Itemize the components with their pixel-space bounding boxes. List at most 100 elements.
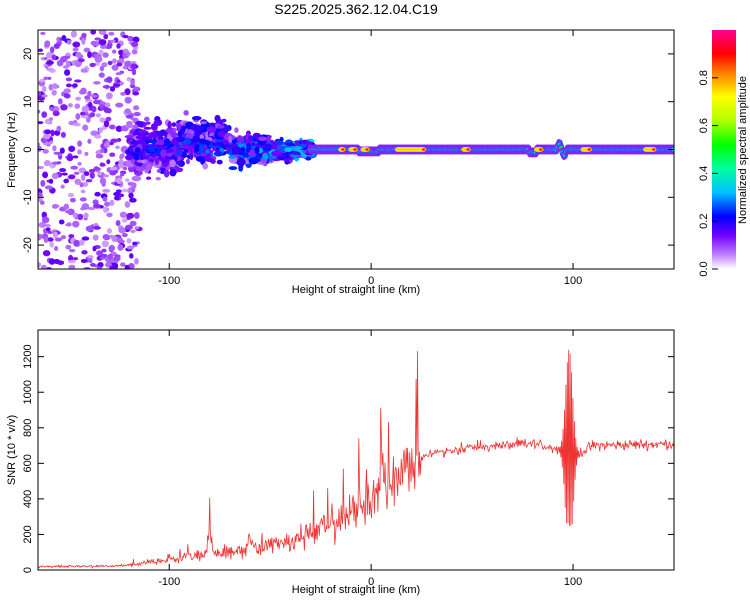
colorbar-label: Normalized spectral amplitude [737,76,749,224]
spectrogram-blob-220 [79,197,87,202]
spectrogram-blob-1385 [254,155,262,160]
snr-ytick-label-2: 400 [22,490,34,508]
spectrogram-blob-397 [69,197,76,203]
spectrogram-blob-1360 [137,129,147,134]
spectrogram-blob-178 [83,212,89,219]
spectrogram-blob-781 [143,126,152,130]
spectrogram-blob-1258 [202,162,209,170]
spectrogram-blob-354 [40,264,47,269]
spectrogram-blob-246 [68,234,75,239]
spectrogram-blob-514 [116,177,122,185]
spectrogram-blob-44 [60,184,65,189]
spectrogram-blob-110 [124,88,131,96]
spectrogram-blob-392 [77,58,85,63]
spectrogram-blob-1386 [217,131,226,137]
spectrogram-blob-49 [58,219,65,225]
spectrogram-x-ticks: -100 0 100 [158,30,582,287]
spectrogram-blob-2402 [421,148,426,151]
spectrogram-blob-157 [89,112,96,118]
spectrogram-blob-309 [124,60,132,67]
spectrogram-blob-311 [68,145,76,152]
spectrogram-blob-1353 [214,139,223,143]
spectrogram-blob-1410 [262,152,269,161]
spectrogram-blob-1240 [135,135,145,140]
spectrogram-blob-310 [38,145,42,152]
spectrogram-blob-1338 [180,125,186,131]
colorbar-tick-label-4: 0.8 [698,70,710,85]
spectrogram-blob-513 [109,199,115,206]
spectrogram-blob-258 [49,106,55,111]
snr-ytick-label-5: 1000 [22,380,34,404]
spectrogram-blob-380 [80,174,86,181]
spectrogram-blob-419 [99,162,106,167]
spectrogram-blob-739 [125,123,134,129]
spectrogram-blob-496 [109,170,117,176]
spectrogram-blob-417 [129,220,137,227]
spectrogram-blob-518 [92,234,99,241]
spectrogram-blob-62 [83,47,91,53]
spectrogram-blob-449 [49,46,55,54]
spectrogram-blob-288 [97,262,104,268]
spectrogram-blob-394 [43,133,51,140]
spectrogram-blob-1277 [216,159,223,165]
spectrogram-blob-1403 [134,146,141,154]
spectrogram-blob-36 [134,258,139,265]
spectrogram-blob-1369 [145,139,150,144]
spectrogram-blob-219 [66,39,72,45]
spectrogram-blob-384 [107,60,113,66]
spectrogram-blob-54 [133,111,141,117]
spectrogram-blob-300 [99,205,104,209]
spectrogram-blob-464 [100,256,106,260]
spectrogram-blob-215 [48,258,55,265]
spectrogram-blob-2338 [353,148,357,151]
spectrogram-blob-1196 [143,116,150,122]
spectrogram-blob-1402 [199,145,205,152]
spectrogram-blob-175 [38,142,41,147]
spectrogram-blob-473 [93,167,101,171]
spectrogram-blob-1273 [223,144,229,148]
spectrogram-blob-383 [103,120,110,128]
spectrogram-blob-50 [133,105,140,111]
spectrogram-blob-492 [65,223,72,227]
spectrogram-blob-986 [252,132,262,139]
spectrogram-blob-504 [131,63,137,70]
spectrogram-blob-440 [126,245,135,250]
spectrogram-blob-1241 [294,140,300,146]
snr-panel: -100 0 100 0 200 400 600 800 1000 1200 Height of… [6,329,675,596]
spectrogram-blob-1381 [248,157,259,165]
spectrogram-blob-202 [66,83,72,88]
spectrogram-blob-359 [108,31,115,36]
spectrogram-blob-414 [74,79,82,83]
spectrogram-blob-413 [124,224,133,230]
spectrogram-blob-508 [89,172,95,179]
snr-ytick-label-3: 600 [22,454,34,472]
spectrogram-blob-358 [123,166,128,171]
spectrogram-blob-515 [93,226,101,230]
spectrogram-blob-425 [81,32,87,38]
spectrogram-blob-1174 [266,134,271,143]
spectrogram-blob-155 [75,113,81,120]
spectrogram-blob-276 [68,264,76,269]
spectrogram-blob-445 [51,83,58,89]
spectrogram-blob-253 [56,161,62,165]
spectrogram-blob-453 [102,234,110,240]
spectrogram-blob-1378 [278,145,287,153]
spectrogram-blob-2436 [587,148,591,151]
spectrogram-blob-68 [65,244,72,250]
spectrogram-blob-194 [59,168,67,173]
spectrogram-blob-1332 [172,146,177,151]
spectrogram-ytick-label-2: 0 [22,146,34,152]
spectrogram-blob-491 [104,201,111,207]
spectrogram-blob-351 [109,86,116,92]
spectrogram-blob-1343 [194,144,200,152]
spectrogram-blob-435 [102,174,110,178]
spectrogram-blob-2454 [652,148,656,151]
spectrogram-blob-40 [64,69,71,76]
spectrogram-blob-476 [52,145,57,152]
spectrogram-blob-315 [109,152,116,157]
spectrogram-blob-184 [80,111,86,116]
spectrogram-blob-338 [71,83,78,88]
colorbar-ticks: 0.0 0.2 0.4 0.6 0.8 [698,70,718,277]
spectrogram-blob-427 [133,86,141,92]
spectrogram-blob-469 [77,149,82,155]
